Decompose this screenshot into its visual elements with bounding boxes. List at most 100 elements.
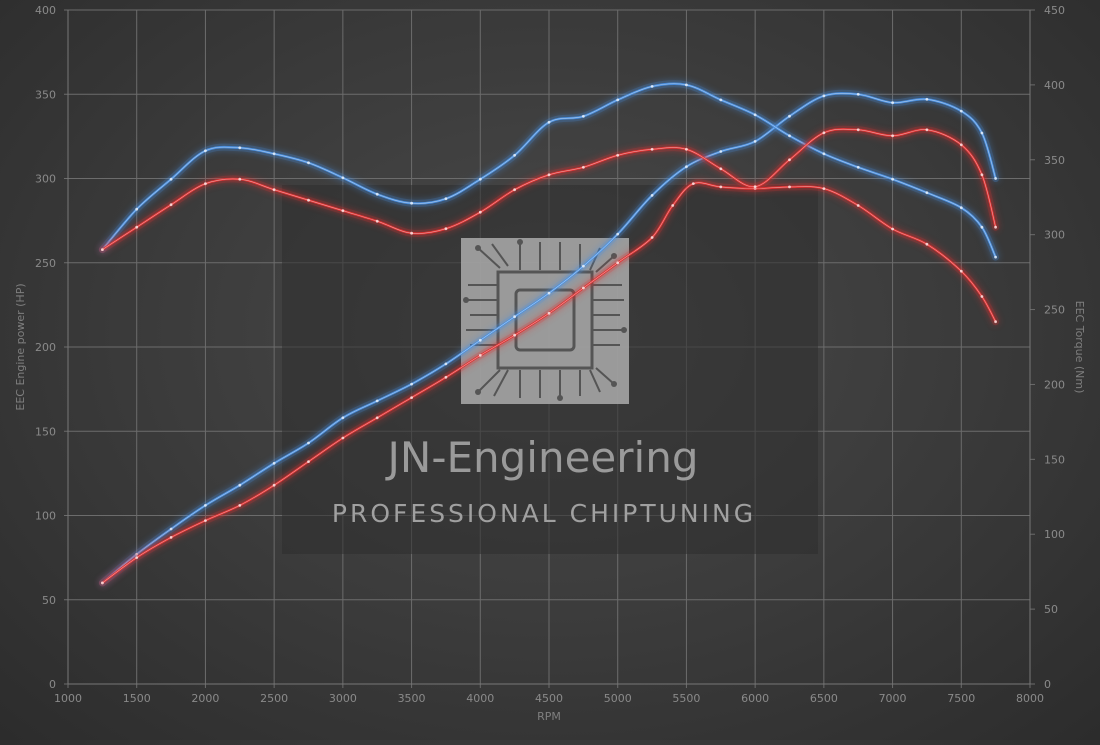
data-point (341, 209, 345, 213)
data-point (101, 248, 104, 252)
data-point (925, 128, 929, 132)
data-point (650, 85, 654, 88)
data-point (719, 185, 723, 189)
data-point (547, 120, 551, 124)
data-point (169, 203, 173, 207)
data-point (650, 147, 654, 151)
x-axis-title: RPM (537, 710, 561, 723)
data-point (719, 150, 723, 153)
data-point (822, 187, 826, 191)
data-point (753, 113, 757, 117)
data-point (822, 152, 826, 156)
data-point (513, 315, 516, 319)
data-point (478, 177, 482, 181)
y-left-tick-label: 400 (35, 4, 56, 17)
data-point (616, 232, 620, 236)
data-point (307, 441, 310, 445)
data-point (478, 354, 482, 357)
watermark-subtitle: PROFESSIONAL CHIPTUNING (332, 499, 756, 528)
data-point (980, 131, 984, 135)
x-tick-label: 5500 (672, 692, 700, 705)
data-point (753, 140, 757, 143)
data-point (691, 182, 695, 186)
data-point (272, 483, 276, 487)
data-point (582, 114, 585, 118)
y-left-tick-label: 300 (35, 173, 56, 186)
data-point (410, 231, 413, 235)
data-point (238, 504, 242, 507)
data-point (341, 416, 345, 420)
data-point (513, 188, 516, 192)
data-point (204, 149, 207, 153)
data-point (238, 177, 242, 181)
y-right-tick-label: 300 (1044, 229, 1065, 242)
data-point (101, 581, 104, 585)
data-point (788, 158, 791, 162)
data-point (856, 92, 860, 96)
data-point (307, 460, 310, 463)
x-tick-label: 2000 (191, 692, 219, 705)
data-point (169, 527, 173, 531)
data-point (822, 94, 826, 98)
data-point (238, 146, 242, 150)
data-point (478, 210, 482, 214)
data-point (513, 153, 516, 157)
data-point (547, 311, 551, 315)
data-point (980, 173, 984, 177)
data-point (444, 375, 448, 379)
data-point (925, 242, 929, 246)
series-line-2 (98, 80, 1000, 261)
series-line-1 (98, 179, 1000, 587)
data-point (375, 219, 379, 223)
y-left-tick-label: 50 (42, 594, 56, 607)
data-point (891, 227, 894, 231)
data-point (891, 101, 894, 105)
y-right-tick-label: 150 (1044, 453, 1065, 466)
data-point (375, 399, 379, 403)
y-right-tick-label: 200 (1044, 378, 1065, 391)
y-left-tick-label: 100 (35, 510, 56, 523)
data-point (616, 153, 620, 157)
data-point (272, 152, 276, 156)
x-tick-label: 7500 (947, 692, 975, 705)
data-point (685, 147, 688, 151)
data-point (959, 109, 963, 113)
data-point (719, 167, 723, 171)
x-tick-label: 6000 (741, 692, 769, 705)
data-point (959, 269, 963, 273)
x-tick-label: 1500 (123, 692, 151, 705)
data-point (204, 182, 207, 186)
data-point (650, 194, 654, 197)
data-point (135, 556, 139, 559)
x-tick-label: 5000 (604, 692, 632, 705)
y-left-tick-label: 200 (35, 341, 56, 354)
data-point (856, 128, 860, 132)
data-point (204, 519, 207, 522)
data-point (582, 286, 585, 290)
data-point (788, 134, 791, 138)
data-point (375, 416, 379, 420)
data-point (788, 114, 791, 118)
data-point (513, 333, 516, 337)
tick-labels: 1000 1500 2000 2500 3000 3500 4000 4500 5000 5500… (35, 4, 1065, 705)
series-layer (98, 80, 1000, 587)
y-left-tick-label: 0 (49, 678, 56, 691)
data-point (341, 176, 345, 180)
data-point (980, 295, 984, 298)
data-point (685, 83, 688, 87)
data-point (169, 177, 173, 181)
series-line-3 (98, 125, 1000, 254)
y-right-tick-label: 350 (1044, 154, 1065, 167)
data-point (925, 97, 929, 101)
data-point (444, 362, 448, 366)
data-point (891, 134, 894, 138)
data-point (994, 320, 997, 324)
data-point (307, 198, 310, 202)
data-point (410, 201, 413, 205)
y-right-tick-label: 50 (1044, 603, 1058, 616)
y-left-tick-label: 250 (35, 257, 56, 270)
chip-logo-icon (461, 238, 629, 404)
data-point (547, 173, 551, 177)
